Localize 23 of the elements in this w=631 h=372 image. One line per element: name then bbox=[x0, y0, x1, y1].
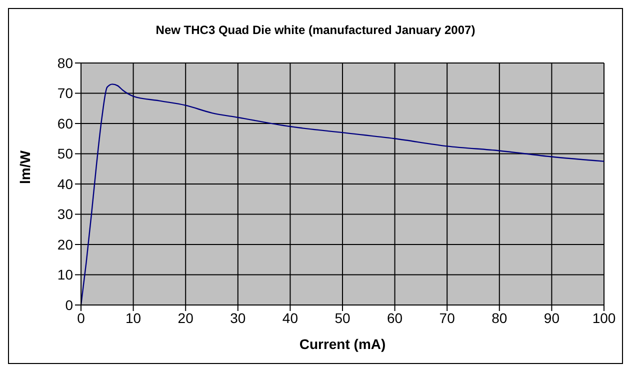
x-tick-label: 100 bbox=[592, 310, 616, 326]
x-tick-label: 50 bbox=[334, 310, 350, 326]
y-axis-title: lm/W bbox=[16, 150, 33, 184]
y-tick-label: 70 bbox=[57, 85, 74, 102]
y-tick-label: 40 bbox=[57, 176, 74, 192]
y-tick-label: 30 bbox=[57, 206, 74, 222]
x-tick-label: 70 bbox=[439, 310, 456, 326]
x-tick-label: 80 bbox=[492, 310, 508, 326]
y-tick-label: 0 bbox=[65, 296, 74, 313]
y-tick-label: 60 bbox=[57, 115, 74, 132]
y-tick-label: 20 bbox=[57, 236, 74, 252]
y-tick-label: 10 bbox=[57, 266, 74, 283]
x-tick-label: 0 bbox=[77, 310, 86, 326]
x-axis-title: Current (mA) bbox=[299, 336, 386, 352]
y-tick-label: 80 bbox=[57, 54, 74, 71]
chart-title: New THC3 Quad Die white (manufactured January 2007) bbox=[154, 22, 476, 39]
x-tick-label: 20 bbox=[178, 310, 194, 326]
x-tick-label: 90 bbox=[544, 310, 560, 326]
x-tick-label: 30 bbox=[230, 310, 246, 326]
y-tick-label: 50 bbox=[57, 146, 74, 162]
x-tick-label: 60 bbox=[387, 310, 403, 326]
x-tick-label: 40 bbox=[282, 310, 298, 326]
x-tick-label: 10 bbox=[126, 310, 142, 326]
